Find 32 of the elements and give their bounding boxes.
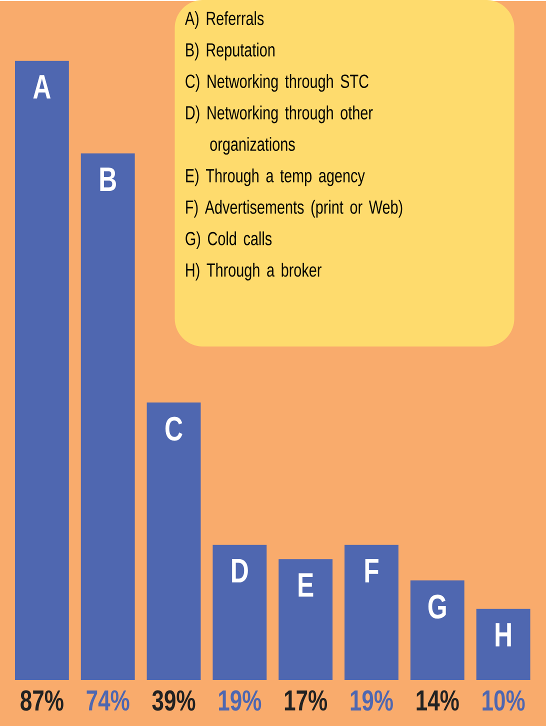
data-label: 19% xyxy=(350,690,393,711)
data-label: 39% xyxy=(152,690,196,711)
annotation: D) Networking through other organizations xyxy=(186,106,373,155)
annotation: E) Through a temp agency xyxy=(186,168,365,186)
x-tick-label: H xyxy=(496,623,511,646)
data-label: 17% xyxy=(284,690,327,711)
bar xyxy=(80,153,135,680)
bar xyxy=(14,60,69,680)
bar xyxy=(410,580,464,680)
bar xyxy=(476,608,530,680)
bar xyxy=(146,402,201,680)
x-tick-label: D xyxy=(232,559,248,582)
annotation: G) Cold calls xyxy=(186,231,272,250)
data-label: 87% xyxy=(20,690,64,711)
x-tick-label: E xyxy=(298,573,314,597)
text: A) Referrals xyxy=(184,11,264,29)
annotation: C) Networking through STC xyxy=(186,74,368,92)
text: B) Reputation xyxy=(186,42,274,60)
data-label: 74% xyxy=(86,690,130,711)
data-label: 14% xyxy=(416,690,459,711)
x-tick-label: G xyxy=(428,594,446,619)
bar xyxy=(278,559,332,680)
x-tick-label: F xyxy=(365,559,378,582)
annotation: F) Advertisements (print or Web) xyxy=(186,200,402,218)
x-tick-label: C xyxy=(165,416,182,441)
x-tick-label: B xyxy=(100,168,116,191)
data-label: 10% xyxy=(482,690,525,711)
data-label: 19% xyxy=(218,690,261,711)
x-tick-label: A xyxy=(33,75,50,98)
annotation: H) Through a broker xyxy=(186,262,322,281)
bar xyxy=(212,544,267,680)
bar xyxy=(344,544,398,680)
